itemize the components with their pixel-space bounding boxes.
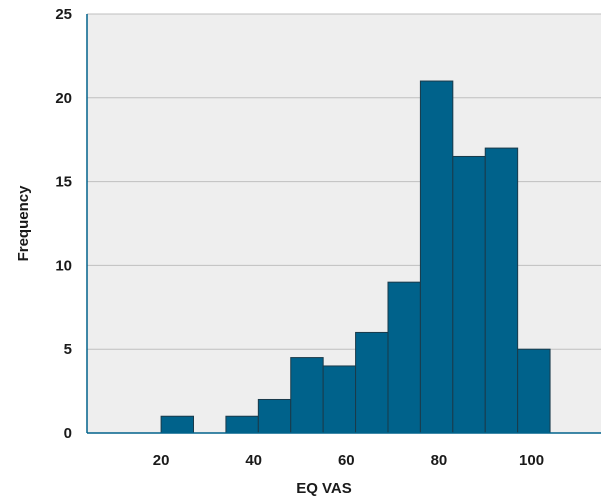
histogram-bar-2 — [257, 398, 292, 434]
y-tick-label-20: 20 — [55, 90, 72, 107]
histogram-bar-9 — [484, 147, 519, 434]
x-tick-label-40: 40 — [245, 452, 262, 469]
x-tick-labels: 20 40 60 80 100 — [153, 452, 544, 469]
y-tick-label-5: 5 — [64, 341, 72, 358]
x-tick-label-100: 100 — [519, 452, 544, 469]
histogram-bar-8 — [452, 155, 486, 434]
x-tick-label-80: 80 — [431, 452, 448, 469]
histogram-bar-3 — [290, 357, 324, 434]
bars — [160, 80, 551, 434]
y-axis-title: Frequency — [15, 185, 32, 262]
histogram-bar-10 — [517, 348, 551, 434]
y-tick-label-0: 0 — [64, 425, 72, 442]
histogram-bar-7 — [419, 80, 454, 434]
y-tick-labels: 0 5 10 15 20 25 — [55, 6, 72, 442]
x-axis-title: EQ VAS — [296, 480, 352, 497]
y-tick-label-10: 10 — [55, 257, 72, 274]
histogram-bar-5 — [355, 331, 389, 434]
histogram-bar-6 — [387, 281, 421, 434]
histogram-bar-1 — [225, 415, 259, 434]
x-tick-label-60: 60 — [338, 452, 355, 469]
histogram-bar-0 — [160, 415, 195, 434]
histogram-bar-4 — [322, 365, 357, 434]
y-tick-label-15: 15 — [55, 174, 72, 191]
x-tick-label-20: 20 — [153, 452, 170, 469]
y-tick-label-25: 25 — [55, 6, 72, 23]
